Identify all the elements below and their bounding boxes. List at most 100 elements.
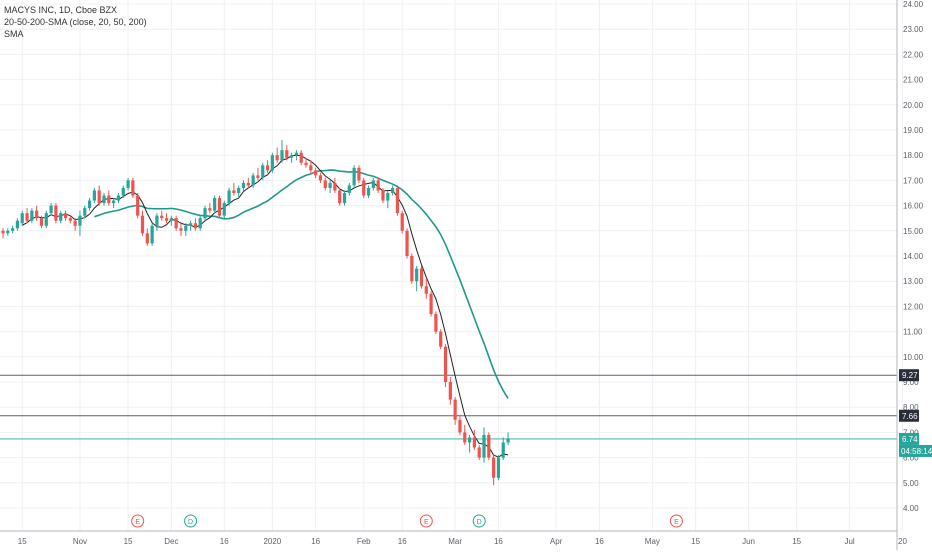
candle-body [482, 434, 486, 458]
candle-body [102, 195, 106, 204]
candle-body [285, 150, 289, 158]
candle-body [6, 230, 10, 234]
candle-body [439, 331, 443, 347]
candle-body [424, 286, 428, 294]
x-tick-label: 16 [595, 537, 604, 546]
candle-body [208, 208, 212, 211]
y-tick-label: 6.00 [903, 454, 919, 463]
candle-body [198, 218, 202, 229]
candle-body [116, 195, 121, 201]
y-tick-label: 5.00 [903, 479, 919, 488]
x-tick-label: May [645, 537, 660, 546]
candle-body [405, 230, 409, 256]
y-tick-label: 18.00 [903, 151, 924, 160]
candle-body [39, 218, 44, 226]
candle-body [203, 208, 207, 219]
candle-body [328, 182, 332, 188]
candles-group [1, 140, 510, 486]
candle-body [448, 382, 452, 400]
countdown-badge [899, 444, 932, 457]
indicator-title[interactable]: 20-50-200-SMA (close, 20, 50, 200) [4, 17, 147, 27]
candle-body [140, 215, 145, 234]
candle-body [492, 457, 496, 478]
candle-body [63, 213, 68, 219]
candle-body [434, 313, 438, 332]
countdown-label: 04:58:14 [901, 447, 932, 456]
candle-body [261, 165, 265, 178]
y-tick-label: 12.00 [903, 302, 924, 311]
candle-body [83, 208, 87, 216]
candle-body [87, 200, 92, 209]
candle-body [193, 223, 197, 229]
event-marker-label: E [135, 519, 140, 526]
last-price-badge [899, 432, 919, 445]
x-tick-label: Dec [164, 537, 178, 546]
indicator-subtitle[interactable]: SMA [4, 29, 24, 39]
event-marker-label: D [188, 519, 193, 526]
candle-body [78, 215, 82, 226]
candle-body [496, 457, 501, 478]
candle-body [366, 187, 371, 196]
candle-body [453, 399, 457, 420]
price-badge-label: 7.66 [902, 412, 918, 421]
candle-body [232, 190, 236, 193]
candle-body [107, 195, 111, 204]
x-tick-label: Jun [742, 537, 755, 546]
event-marker [184, 514, 198, 528]
candle-body [179, 228, 183, 231]
y-tick-label: 9.00 [903, 378, 919, 387]
last-price-label: 6.74 [902, 435, 918, 444]
candle-body [487, 434, 491, 458]
event-marker [131, 514, 145, 528]
event-marker [669, 514, 683, 528]
candle-body [338, 190, 342, 204]
candle-body [290, 155, 294, 158]
candle-body [59, 213, 63, 221]
candle-body [299, 152, 303, 163]
x-tick-label: 15 [124, 537, 133, 546]
candle-body [131, 180, 135, 196]
candle-body [121, 187, 125, 196]
candle-body [160, 215, 164, 219]
y-tick-label: 24.00 [903, 0, 924, 9]
candle-body [371, 180, 375, 188]
candle-body [251, 175, 255, 186]
event-marker [419, 514, 433, 528]
y-tick-label: 7.00 [903, 428, 919, 437]
y-tick-label: 23.00 [903, 25, 924, 34]
candle-body [357, 167, 361, 181]
candle-body [217, 198, 222, 216]
candle-body [54, 205, 58, 221]
candle-body [429, 293, 433, 314]
x-tick-label: Feb [357, 537, 371, 546]
candle-body [25, 213, 29, 221]
candle-body [241, 182, 246, 188]
event-marker-label: E [674, 519, 679, 526]
candle-body [246, 182, 250, 186]
candle-body [164, 218, 169, 221]
y-tick-label: 8.00 [903, 403, 919, 412]
candle-body [256, 175, 260, 178]
symbol-title[interactable]: MACYS INC, 1D, Cboe BZX [4, 5, 118, 15]
candle-body [237, 187, 241, 193]
candle-body [188, 223, 193, 226]
price-badge [899, 369, 919, 382]
candle-body [97, 190, 101, 204]
candle-body [376, 180, 380, 191]
candle-body [323, 180, 327, 188]
candle-body [477, 447, 481, 458]
candle-body [145, 233, 149, 244]
candle-body [362, 180, 366, 196]
y-tick-label: 14.00 [903, 252, 924, 261]
x-tick-label: 15 [792, 537, 801, 546]
price-badge [899, 409, 919, 422]
candle-body [472, 437, 476, 448]
candle-body [410, 256, 414, 282]
candle-body [136, 195, 140, 216]
y-tick-label: 13.00 [903, 277, 924, 286]
candle-body [92, 190, 96, 201]
candle-body [227, 190, 231, 204]
candle-body [68, 218, 72, 221]
